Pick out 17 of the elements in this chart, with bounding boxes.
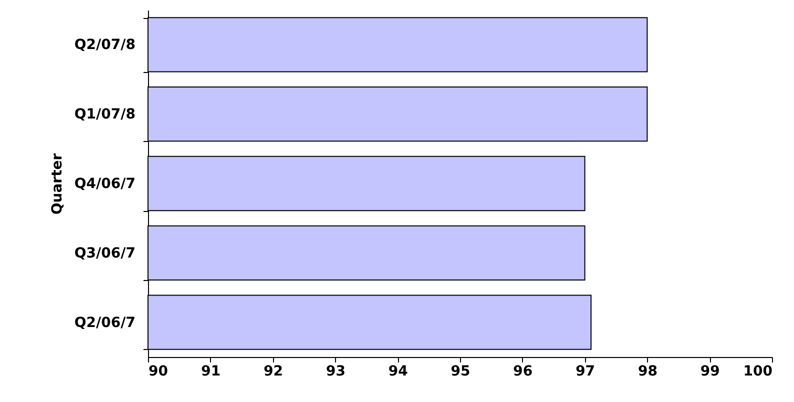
x-tick-label: 99 (700, 364, 720, 380)
x-tick-label: 94 (388, 364, 408, 380)
x-tick-label: 98 (638, 364, 658, 380)
y-tick-label: Q1/07/8 (74, 106, 136, 123)
x-tick-label: 97 (576, 364, 596, 380)
y-tick-label: Q2/07/8 (74, 37, 136, 54)
x-tick-label: 96 (513, 364, 533, 380)
y-tick-label: Q3/06/7 (74, 245, 136, 262)
x-tick-label: 95 (450, 364, 470, 380)
x-tick-label: 90 (148, 364, 168, 380)
x-tick-label: 91 (201, 364, 221, 380)
x-tick-label: 92 (264, 364, 284, 380)
y-axis-title: Quarter (49, 153, 66, 215)
x-tick-label: 100 (743, 364, 773, 380)
y-tick-label: Q2/06/7 (74, 314, 136, 331)
y-tick-label: Q4/06/7 (74, 176, 136, 192)
x-tick-label: 93 (326, 364, 346, 380)
